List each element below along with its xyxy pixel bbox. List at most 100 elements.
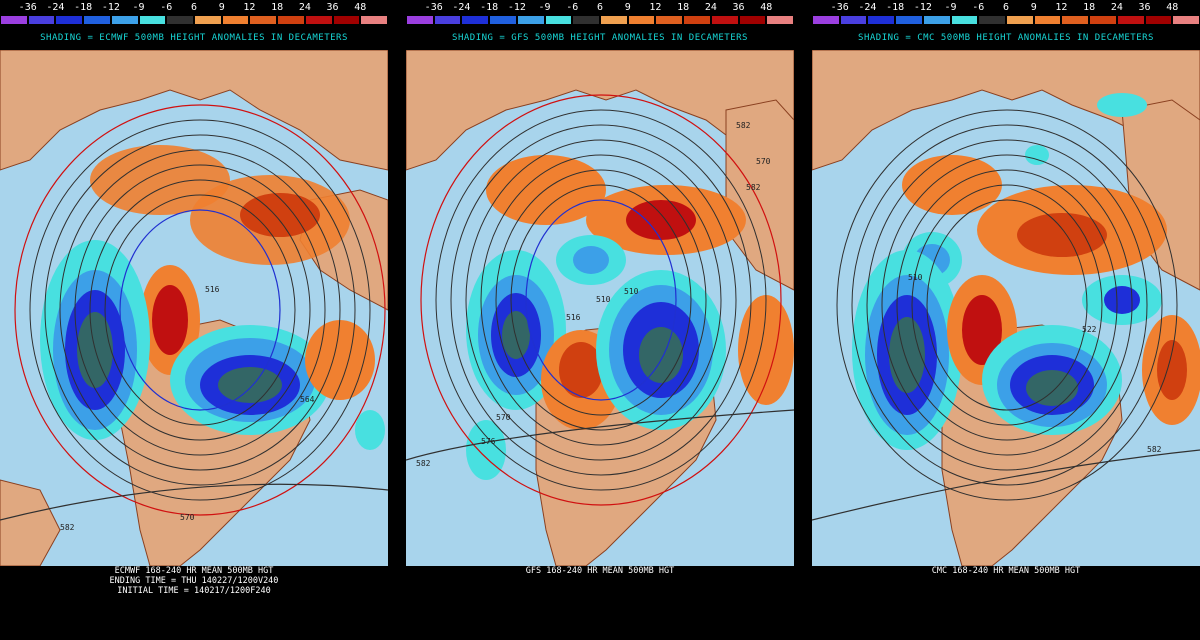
legend-swatch [305, 16, 332, 24]
footer-line: ENDING TIME = THU 140227/1200V240 [109, 576, 279, 586]
contour-label: 510 [908, 273, 923, 282]
legend-swatch [1062, 16, 1089, 24]
legend-swatch [195, 16, 221, 24]
legend-tick-label: -12 [507, 2, 526, 13]
legend-swatch [1117, 16, 1144, 24]
contour-label: 570 [180, 513, 195, 522]
legend-tick-label: 48 [1166, 2, 1179, 13]
legend-tick-label: 24 [704, 2, 717, 13]
legend-tick-label: 9 [1030, 2, 1037, 13]
cmc-map: 510 522 582 [812, 50, 1200, 566]
legend-tick-label: -9 [944, 2, 957, 13]
footer-line: INITIAL TIME = 140217/1200F240 [117, 586, 271, 596]
legend-swatch [573, 16, 599, 24]
legend-swatch [767, 16, 793, 24]
legend-tick-label: -9 [132, 2, 145, 13]
legend-tick-label: 18 [677, 2, 690, 13]
legend-swatch [711, 16, 738, 24]
legend-bar: -36 -24 -18 -12 -9 -6 6 9 12 18 24 36 48 [0, 0, 388, 26]
legend-swatch [813, 16, 839, 24]
legend-swatch [739, 16, 766, 24]
legend-swatch [656, 16, 683, 24]
contour-label: 510 [624, 287, 639, 296]
legend-tick-label: 6 [596, 2, 604, 13]
legend-tick-label: 24 [298, 2, 311, 13]
legend-tick-label: -12 [101, 2, 120, 13]
legend-tick-label: -12 [913, 2, 932, 13]
legend-tick-label: 6 [1002, 2, 1010, 13]
contour-label: 564 [300, 395, 315, 404]
legend-swatch [840, 16, 867, 24]
contour-label: 582 [746, 183, 761, 192]
legend-tick-label: 48 [354, 2, 367, 13]
legend-swatch [250, 16, 277, 24]
legend-tick-label: 12 [649, 2, 662, 13]
legend-swatch [1007, 16, 1033, 24]
legend-tick-label: -24 [452, 2, 471, 13]
legend-tick-label: 12 [243, 2, 256, 13]
legend-swatch [28, 16, 55, 24]
legend-tick-label: -6 [160, 2, 173, 13]
legend-tick-label: -6 [566, 2, 579, 13]
gfs-map: 510 510 516 582 570 582 570 576 582 [406, 50, 794, 566]
legend-swatch [1, 16, 27, 24]
legend-tick-label: -24 [858, 2, 877, 13]
legend-swatch [167, 16, 193, 24]
legend-tick-label: 36 [326, 2, 339, 13]
contour-label: 522 [1082, 325, 1097, 334]
legend-tick-label: 48 [760, 2, 773, 13]
contour-label: 570 [756, 157, 771, 166]
legend-swatch [111, 16, 138, 24]
panel-footer: ECMWF 168-240 HR MEAN 500MB HGT ENDING T… [0, 566, 388, 640]
footer-line: ECMWF 168-240 HR MEAN 500MB HGT [114, 566, 274, 576]
legend-swatch [628, 16, 655, 24]
panel-footer: CMC 168-240 HR MEAN 500MB HGT [812, 566, 1200, 640]
contour-label: 570 [496, 413, 511, 422]
contour-label: 510 [596, 295, 611, 304]
panel-title: SHADING = CMC 500MB HEIGHT ANOMALIES IN … [858, 33, 1154, 43]
legend-swatch [517, 16, 544, 24]
panel-title: SHADING = GFS 500MB HEIGHT ANOMALIES IN … [452, 33, 748, 43]
legend-swatch [868, 16, 895, 24]
contour-label: 582 [60, 523, 75, 532]
legend-swatch [434, 16, 461, 24]
contour-label: 516 [566, 313, 581, 322]
legend-swatch [139, 16, 166, 24]
legend-swatch [1090, 16, 1116, 24]
legend-tick-label: 18 [1083, 2, 1096, 13]
panel-title: SHADING = ECMWF 500MB HEIGHT ANOMALIES I… [40, 33, 348, 43]
cmc-panel: -36 -24 -18 -12 -9 -6 6 9 12 18 24 36 48 SHADING = C… [812, 0, 1200, 640]
legend-swatch [896, 16, 922, 24]
legend-swatch [462, 16, 489, 24]
ecmwf-panel: -36 -24 -18 -12 -9 -6 6 9 12 18 24 36 48 SHADING = E… [0, 0, 388, 640]
legend-tick-label: 24 [1110, 2, 1123, 13]
footer-line: GFS 168-240 HR MEAN 500MB HGT [525, 566, 675, 576]
legend-swatch [1034, 16, 1061, 24]
contour-label: 576 [481, 437, 496, 446]
legend-swatch [333, 16, 360, 24]
legend-tick-label: 6 [190, 2, 198, 13]
gfs-panel: -36 -24 -18 -12 -9 -6 6 9 12 18 24 36 48 SHADING = G… [406, 0, 794, 640]
legend-swatch [923, 16, 950, 24]
legend-tick-label: -18 [886, 2, 905, 13]
legend-swatch [1173, 16, 1199, 24]
legend-swatch [56, 16, 83, 24]
legend-swatch [979, 16, 1005, 24]
ecmwf-map: 516 570 564 582 [0, 50, 388, 566]
legend-tick-label: 18 [271, 2, 284, 13]
legend-tick-label: -6 [972, 2, 985, 13]
legend-bar: -36 -24 -18 -12 -9 -6 6 9 12 18 24 36 48 [812, 0, 1200, 26]
contour-label: 582 [416, 459, 431, 468]
legend-swatch [490, 16, 516, 24]
legend-tick-label: -9 [538, 2, 551, 13]
legend-tick-label: -18 [480, 2, 499, 13]
legend-swatch [407, 16, 433, 24]
legend-tick-label: -36 [18, 2, 37, 13]
panel-footer: GFS 168-240 HR MEAN 500MB HGT [406, 566, 794, 640]
legend-tick-label: -18 [74, 2, 93, 13]
legend-tick-label: -36 [424, 2, 443, 13]
legend-tick-label: 36 [732, 2, 745, 13]
legend-swatch [84, 16, 110, 24]
legend-tick-label: 12 [1055, 2, 1068, 13]
legend-tick-label: 9 [624, 2, 631, 13]
